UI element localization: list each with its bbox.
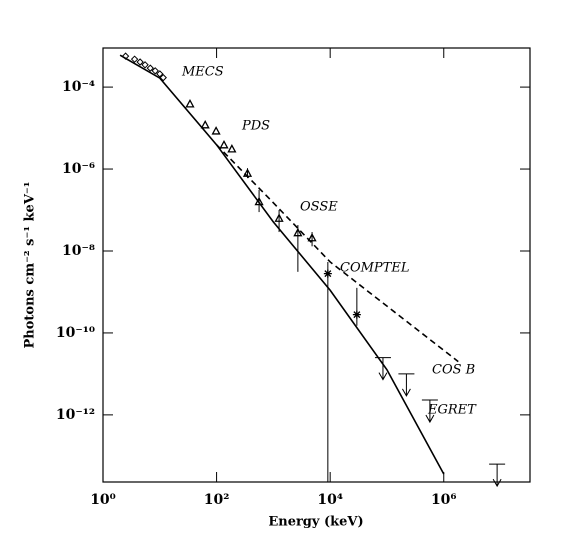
data-point xyxy=(130,55,139,63)
data-point xyxy=(136,58,144,66)
x-tick-label: 10⁴ xyxy=(317,492,343,508)
annotation: COMPTEL xyxy=(340,261,409,276)
data-point xyxy=(159,73,167,82)
x-tick-label: 10⁰ xyxy=(90,492,116,508)
data-point xyxy=(141,61,149,69)
annotation: MECS xyxy=(181,65,224,80)
data-point xyxy=(156,70,164,78)
data-point xyxy=(307,232,317,242)
x-tick-label: 10² xyxy=(204,492,230,508)
upper-limit xyxy=(489,463,506,488)
y-tick-label: 10⁻¹² xyxy=(56,407,95,423)
y-tick-label: 10⁻⁶ xyxy=(62,161,95,177)
y-tick-label: 10⁻¹⁰ xyxy=(56,325,95,341)
annotation: PDS xyxy=(241,119,270,134)
y-axis-label: Photons cm⁻² s⁻¹ keV⁻¹ xyxy=(23,182,38,349)
data-point xyxy=(323,269,332,278)
model-line xyxy=(216,144,459,363)
data-point xyxy=(200,119,210,129)
data-point xyxy=(352,310,361,319)
y-tick-label: 10⁻⁸ xyxy=(62,243,95,259)
data-point xyxy=(121,52,130,60)
data-point xyxy=(274,213,284,222)
plot-frame xyxy=(102,47,531,483)
data-point xyxy=(293,227,303,237)
data-point xyxy=(151,67,159,75)
data-point xyxy=(146,64,154,72)
upper-limit xyxy=(374,357,391,381)
data-point xyxy=(242,168,253,177)
data-point xyxy=(211,126,221,135)
x-tick-label: 10⁶ xyxy=(431,492,457,508)
model-line xyxy=(119,54,445,475)
upper-limit xyxy=(421,399,438,424)
data-point xyxy=(185,98,195,108)
annotation: OSSE xyxy=(300,200,338,215)
data-point xyxy=(254,196,264,206)
data-point xyxy=(227,144,237,153)
y-tick-label: 10⁻⁴ xyxy=(62,79,95,95)
annotation: EGRET xyxy=(427,403,477,418)
upper-limit xyxy=(398,373,415,397)
x-axis-label: Energy (keV) xyxy=(268,515,363,530)
annotation: COS B xyxy=(432,363,475,378)
data-point xyxy=(219,139,229,149)
